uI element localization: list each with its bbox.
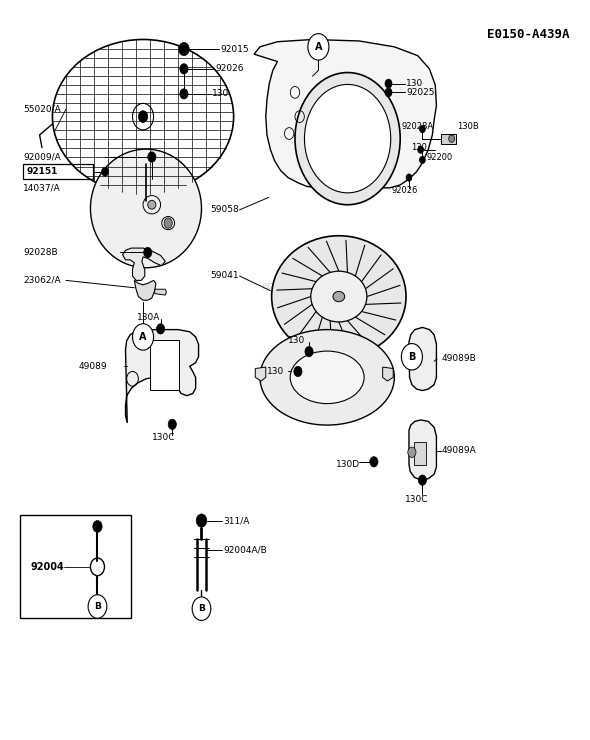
Text: 55020/A: 55020/A	[23, 105, 61, 114]
Text: 130B: 130B	[457, 121, 479, 131]
Text: E0150-A439A: E0150-A439A	[487, 28, 570, 41]
Circle shape	[308, 33, 329, 60]
Circle shape	[180, 89, 188, 99]
Text: 92004: 92004	[31, 562, 64, 572]
Polygon shape	[155, 289, 166, 295]
Bar	[23, 164, 93, 179]
Polygon shape	[254, 39, 437, 188]
Circle shape	[139, 111, 148, 123]
Ellipse shape	[148, 201, 156, 209]
Text: A: A	[139, 332, 147, 342]
Text: 92028A: 92028A	[401, 121, 434, 131]
Text: 130C: 130C	[152, 433, 175, 442]
Ellipse shape	[90, 149, 202, 268]
Text: 49089: 49089	[78, 362, 107, 371]
Polygon shape	[126, 329, 199, 423]
Text: 59041: 59041	[210, 272, 239, 280]
Text: 23062/A: 23062/A	[23, 276, 61, 285]
Circle shape	[88, 595, 107, 618]
Circle shape	[419, 156, 425, 164]
Polygon shape	[255, 367, 266, 381]
Text: B: B	[408, 352, 415, 362]
Text: 92004A/B: 92004A/B	[224, 545, 267, 554]
Ellipse shape	[290, 351, 364, 403]
Circle shape	[164, 218, 172, 228]
Text: 92015: 92015	[221, 44, 250, 53]
Circle shape	[304, 84, 391, 193]
Bar	[20, 516, 132, 618]
Text: A: A	[314, 42, 322, 52]
Text: 92026: 92026	[391, 186, 418, 195]
Text: 130D: 130D	[336, 460, 360, 468]
Circle shape	[418, 146, 424, 153]
Circle shape	[168, 419, 176, 429]
Circle shape	[294, 366, 302, 377]
Ellipse shape	[333, 292, 345, 302]
Circle shape	[180, 64, 188, 74]
Circle shape	[419, 126, 425, 132]
Circle shape	[401, 343, 422, 370]
Text: 311/A: 311/A	[224, 516, 250, 525]
Text: 92009/A: 92009/A	[23, 152, 61, 161]
Text: 92151: 92151	[26, 167, 58, 176]
Circle shape	[133, 104, 153, 130]
Text: 14037/A: 14037/A	[23, 184, 61, 192]
Text: 49089B: 49089B	[441, 354, 476, 363]
Circle shape	[295, 73, 400, 205]
Bar	[150, 340, 179, 390]
Text: 130: 130	[267, 367, 284, 376]
Circle shape	[385, 79, 392, 88]
Circle shape	[148, 152, 156, 162]
Bar	[414, 442, 427, 465]
Text: 130C: 130C	[405, 496, 428, 505]
Circle shape	[196, 514, 206, 527]
Circle shape	[406, 174, 412, 181]
Text: 130: 130	[406, 79, 423, 88]
Polygon shape	[383, 367, 393, 381]
Bar	[441, 133, 455, 144]
Circle shape	[370, 457, 378, 467]
Polygon shape	[135, 280, 156, 300]
Text: 49089A: 49089A	[441, 446, 476, 455]
Text: 59058: 59058	[210, 206, 239, 215]
Circle shape	[179, 42, 189, 56]
Text: eplace: eplace	[261, 280, 294, 291]
Circle shape	[93, 520, 102, 532]
Text: 92200: 92200	[427, 152, 453, 161]
Text: 92025: 92025	[406, 88, 435, 97]
Text: B: B	[198, 604, 205, 613]
Text: 92028B: 92028B	[23, 248, 58, 257]
Circle shape	[133, 323, 153, 350]
Text: 92026: 92026	[215, 64, 244, 73]
Circle shape	[101, 167, 109, 176]
Text: 130: 130	[288, 336, 305, 345]
Text: 130: 130	[212, 90, 230, 98]
Circle shape	[449, 135, 454, 142]
Circle shape	[408, 447, 416, 457]
Text: 130A: 130A	[137, 312, 160, 322]
Text: 130: 130	[411, 143, 427, 152]
Polygon shape	[123, 248, 165, 280]
Circle shape	[156, 323, 165, 334]
Ellipse shape	[311, 271, 367, 322]
Circle shape	[418, 475, 427, 485]
Ellipse shape	[271, 236, 406, 357]
Circle shape	[305, 346, 313, 357]
Ellipse shape	[260, 329, 394, 425]
Text: B: B	[94, 602, 101, 611]
Circle shape	[192, 597, 211, 620]
Polygon shape	[409, 420, 437, 480]
Circle shape	[385, 88, 392, 97]
Circle shape	[143, 247, 152, 258]
Polygon shape	[409, 327, 437, 391]
